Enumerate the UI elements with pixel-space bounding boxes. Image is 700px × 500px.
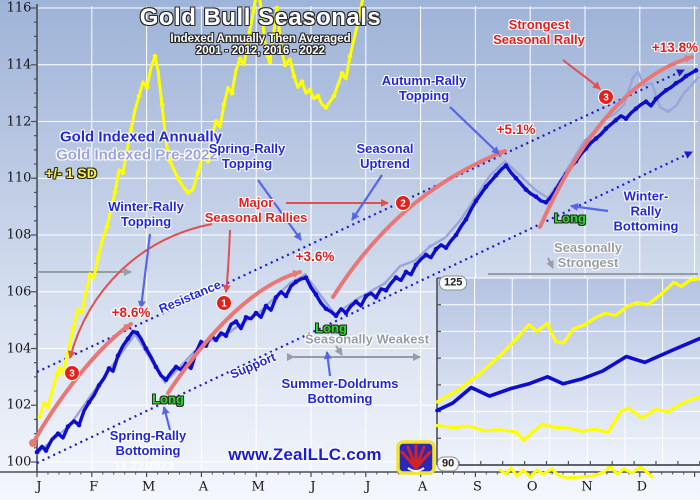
autumn-rally-curve [331,149,507,299]
weakest-tick [334,345,343,356]
chart-title-block: Gold Bull Seasonals Indexed Annually The… [118,4,403,57]
inset-seasonal-average-line [435,336,700,413]
rally-marker-3 [64,365,80,381]
x-month-label: D [636,479,648,495]
spring-bottom-arrow [161,406,172,431]
rally-marker-1 [216,295,232,311]
x-month-label: J [310,479,316,495]
chart-subtitle-line1: Indexed Annually Then Averaged [170,33,351,45]
y-tick-label: 106 [6,284,32,300]
inset-bottom-label: 90 [437,456,460,472]
x-month-label: M [141,479,156,495]
leader-strongest [562,59,601,90]
y-tick-label: 108 [6,227,32,243]
spring-top-arrow [257,179,302,241]
website-link[interactable]: www.ZealLLC.com [228,445,382,465]
x-month-label: N [581,479,593,495]
chart-subtitle-line2: 2001 - 2012, 2016 - 2022 [195,45,326,57]
rally-marker-2 [395,195,411,211]
summer-bottom-arrow [323,351,332,377]
x-month-label: A [417,479,428,495]
lower-band-peek [498,463,654,480]
inset-lower-band-line [435,395,700,442]
leader-to-1 [222,229,231,293]
strongest-tick [546,257,554,269]
y-tick-label: 112 [6,114,32,129]
spring-rally-curve [166,270,302,395]
svg-text:2: 2 [400,199,406,210]
winter-rally-curve [538,55,694,229]
y-tick-label: 100 [6,454,32,470]
svg-text:3: 3 [603,93,609,104]
upper-band-line [38,0,364,419]
x-month-label: J [36,479,42,495]
x-month-label: J [365,479,371,495]
x-month-label: A [198,479,209,495]
chart-title: Gold Bull Seasonals [139,4,382,31]
x-month-label: O [526,479,538,495]
winter-top-arrow [137,233,152,309]
inset-top-label: 125 [439,275,468,291]
rally-marker-3 [598,89,614,105]
winter-bottom-arrow [570,202,609,213]
x-month-label: F [89,479,99,495]
x-month-label: M [251,479,265,495]
resistance-line [36,69,685,373]
y-tick-label: 104 [6,341,32,356]
inset-background [437,278,700,465]
zeal-logo [396,440,436,475]
autumn-top-arrow [449,106,500,155]
svg-text:3: 3 [69,369,75,380]
svg-text:1: 1 [221,299,227,310]
leader-to-3 [67,223,213,359]
inset-upper-band-line [435,276,700,404]
x-month-label: S [472,479,482,495]
y-tick-label: 116 [6,0,32,16]
support-line [36,151,693,464]
uptrend-arrow [351,174,383,221]
winter-rally-end-curve [31,322,133,445]
y-tick-label: 114 [6,57,32,73]
y-tick-label: 102 [6,397,32,413]
y-tick-label: 110 [6,170,32,186]
